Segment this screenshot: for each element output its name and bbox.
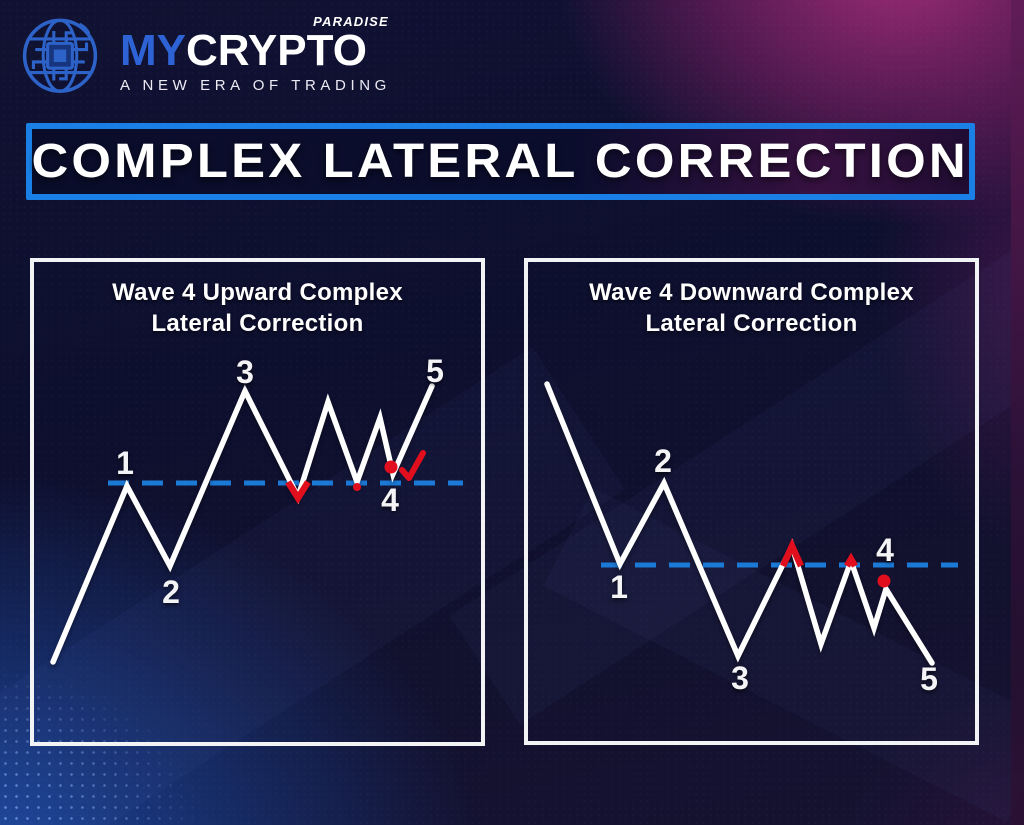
page-title: COMPLEX LATERAL CORRECTION	[31, 135, 970, 188]
brand-logo: PARADISE MYCRYPTO A NEW ERA OF TRADING	[14, 8, 391, 100]
panel-wave4-downward: Wave 4 Downward Complex Lateral Correcti…	[524, 258, 979, 745]
panel-downward-title: Wave 4 Downward Complex Lateral Correcti…	[538, 277, 965, 339]
brand-wordmark: PARADISE MYCRYPTO A NEW ERA OF TRADING	[120, 14, 391, 95]
panel-title-line1: Wave 4 Upward Complex	[112, 279, 403, 306]
panel-title-line2: Lateral Correction	[151, 310, 364, 338]
brand-name-my: MY	[120, 25, 186, 75]
panel-wave4-upward: Wave 4 Upward Complex Lateral Correction	[30, 258, 485, 746]
chip-core	[53, 49, 67, 62]
title-banner: COMPLEX LATERAL CORRECTION	[26, 123, 975, 200]
brand-name: MYCRYPTO	[120, 25, 391, 75]
panel-title-line1: Wave 4 Downward Complex	[589, 279, 914, 306]
panel-title-line2: Lateral Correction	[645, 310, 858, 338]
brand-name-crypto: CRYPTO	[186, 25, 367, 75]
panel-upward-title: Wave 4 Upward Complex Lateral Correction	[44, 277, 471, 339]
brand-superscript: PARADISE	[313, 13, 389, 29]
right-edge-strip	[1011, 0, 1024, 825]
globe-circuit-icon	[22, 18, 98, 93]
brand-tagline: A NEW ERA OF TRADING	[120, 77, 391, 95]
globe-lines	[22, 18, 98, 93]
